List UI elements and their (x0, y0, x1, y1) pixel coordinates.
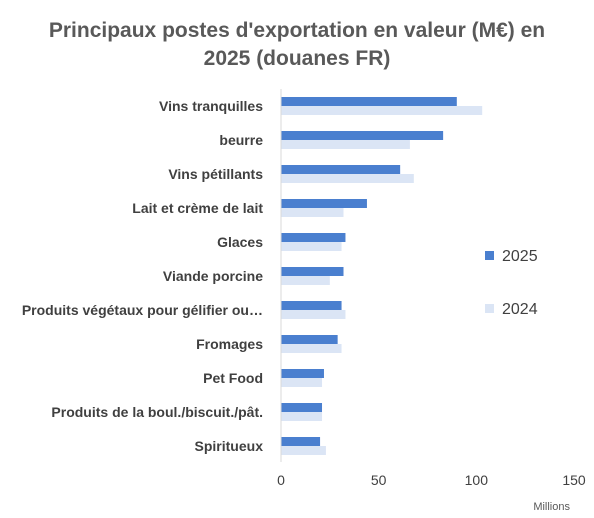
bar-2024-4 (281, 242, 342, 251)
legend-swatch-2024 (485, 304, 494, 313)
category-label-8: Pet Food (203, 370, 263, 386)
bar-2024-10 (281, 446, 326, 455)
bar-2024-0 (281, 106, 483, 115)
bar-2025-1 (281, 131, 444, 140)
bar-2025-3 (281, 199, 367, 208)
bar-2024-6 (281, 310, 346, 319)
bars-group (281, 97, 483, 455)
category-label-4: Glaces (217, 234, 263, 250)
bar-2025-0 (281, 97, 457, 106)
bar-2024-7 (281, 344, 342, 353)
bar-2025-7 (281, 335, 338, 344)
bar-2025-6 (281, 301, 342, 310)
x-tick-label-2: 100 (465, 472, 489, 488)
x-unit-label: Millions (533, 501, 570, 513)
bar-2024-5 (281, 276, 330, 285)
bar-2024-9 (281, 412, 323, 421)
bar-2024-3 (281, 208, 344, 217)
category-label-5: Viande porcine (163, 268, 263, 284)
category-label-6: Produits végétaux pour gélifier ou… (22, 302, 263, 318)
category-label-3: Lait et crème de lait (132, 200, 263, 216)
category-label-0: Vins tranquilles (159, 98, 263, 114)
category-label-10: Spiritueux (195, 438, 264, 454)
bar-2025-9 (281, 403, 323, 412)
category-labels: Vins tranquilles beurre Vins pétillants Lai… (22, 98, 263, 454)
bar-2025-10 (281, 437, 321, 446)
legend-label-2024: 2024 (502, 301, 538, 318)
chart-title-line-1: Principaux postes d'exportation en valeu… (48, 19, 546, 42)
x-tick-label-1: 50 (371, 472, 387, 488)
x-tick-label-3: 150 (562, 472, 586, 488)
bar-2025-2 (281, 165, 401, 174)
bar-2024-1 (281, 140, 410, 149)
bar-2025-4 (281, 233, 346, 242)
legend: 2025 2024 (485, 248, 538, 318)
bar-2025-8 (281, 369, 324, 378)
bar-2024-8 (281, 378, 323, 387)
category-label-1: beurre (219, 132, 263, 148)
legend-swatch-2025 (485, 251, 494, 260)
chart-title-line-2: 2025 (douanes FR) (203, 47, 391, 70)
category-label-9: Produits de la boul./biscuit./pât. (51, 404, 263, 420)
x-tick-label-0: 0 (277, 472, 285, 488)
bar-2025-5 (281, 267, 344, 276)
legend-label-2025: 2025 (502, 248, 538, 265)
category-label-2: Vins pétillants (168, 166, 263, 182)
bar-2024-2 (281, 174, 414, 183)
category-label-7: Fromages (196, 336, 263, 352)
x-tick-labels: 0 50 100 150 (277, 472, 586, 488)
